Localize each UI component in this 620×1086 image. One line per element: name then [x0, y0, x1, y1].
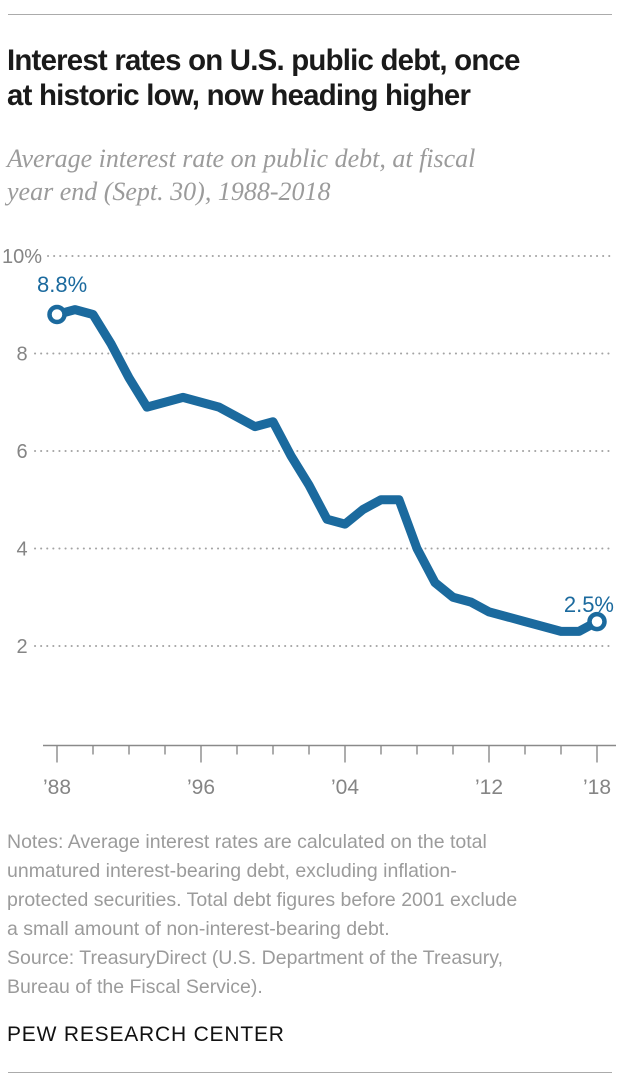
chart-subtitle: Average interest rate on public debt, at…	[7, 142, 613, 208]
page-title-line-2: at historic low, now heading higher	[7, 79, 471, 112]
x-axis-label: ’12	[475, 776, 503, 799]
y-axis-label: 8	[16, 344, 27, 366]
notes-line: protected securities. Total debt figures…	[7, 889, 518, 911]
x-axis-label: ’18	[583, 776, 611, 799]
notes-block: Notes: Average interest rates are calcul…	[7, 828, 613, 1002]
bottom-rule	[8, 1072, 612, 1073]
pew-research-center-wordmark: PEW RESEARCH CENTER	[7, 1023, 285, 1046]
interest-rate-line	[55, 305, 600, 636]
y-axis-label: 4	[16, 539, 27, 561]
y-axis-label: 6	[16, 441, 27, 463]
chart-subtitle-line-1: Average interest rate on public debt, at…	[7, 144, 476, 173]
end-point-marker	[587, 611, 607, 632]
start-point-label: 8.8%	[37, 272, 87, 297]
source-line: Source: TreasuryDirect (U.S. Department …	[7, 947, 503, 969]
end-point-label: 2.5%	[564, 592, 614, 617]
notes-line: unmatured interest-bearing debt, excludi…	[7, 860, 457, 882]
source-line: Bureau of the Fiscal Service).	[7, 976, 263, 998]
y-axis-label: 2	[16, 636, 27, 658]
x-axis-label: ’88	[43, 776, 71, 799]
notes-line: Notes: Average interest rates are calcul…	[7, 831, 487, 853]
x-axis-label: ’04	[331, 776, 359, 799]
start-point-marker	[47, 304, 67, 325]
chart-subtitle-line-2: year end (Sept. 30), 1988-2018	[7, 177, 331, 206]
top-rule	[8, 14, 612, 15]
x-axis-label: ’96	[187, 776, 215, 799]
page-title-line-1: Interest rates on U.S. public debt, once	[7, 44, 520, 77]
notes-line: a small amount of non-interest-bearing d…	[7, 918, 390, 940]
page-title: Interest rates on U.S. public debt, once…	[7, 43, 601, 113]
y-axis-label: 10%	[2, 246, 42, 268]
